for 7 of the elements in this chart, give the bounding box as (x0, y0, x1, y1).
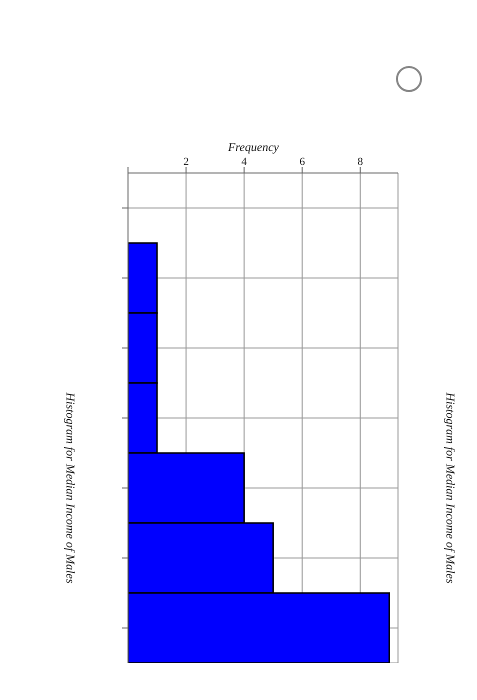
text: Histogram for Median Income of Males (62, 392, 78, 584)
x-tick-label: 2 (183, 156, 189, 168)
x-tick-label: 6 (299, 156, 306, 168)
x-tick-label: 8 (358, 156, 364, 168)
text: Histogram for Median Income of Males (442, 392, 458, 584)
x-tick-label: 4 (241, 156, 248, 168)
x-axis-title: Frequency (228, 140, 279, 155)
